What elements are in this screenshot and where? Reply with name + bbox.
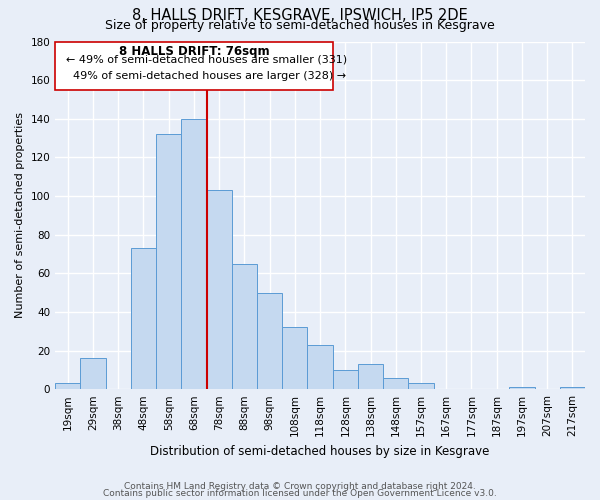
Text: 49% of semi-detached houses are larger (328) →: 49% of semi-detached houses are larger (…: [66, 72, 346, 82]
Bar: [307, 345, 332, 389]
Bar: [282, 328, 307, 389]
Text: Contains HM Land Registry data © Crown copyright and database right 2024.: Contains HM Land Registry data © Crown c…: [124, 482, 476, 491]
Text: ← 49% of semi-detached houses are smaller (331): ← 49% of semi-detached houses are smalle…: [66, 55, 347, 65]
Y-axis label: Number of semi-detached properties: Number of semi-detached properties: [15, 112, 25, 318]
Bar: [156, 134, 181, 389]
FancyBboxPatch shape: [55, 42, 332, 90]
Bar: [257, 292, 282, 389]
X-axis label: Distribution of semi-detached houses by size in Kesgrave: Distribution of semi-detached houses by …: [151, 444, 490, 458]
Bar: [80, 358, 106, 389]
Bar: [181, 119, 206, 389]
Bar: [206, 190, 232, 389]
Bar: [358, 364, 383, 389]
Bar: [232, 264, 257, 389]
Text: 8, HALLS DRIFT, KESGRAVE, IPSWICH, IP5 2DE: 8, HALLS DRIFT, KESGRAVE, IPSWICH, IP5 2…: [132, 8, 468, 22]
Bar: [55, 384, 80, 389]
Bar: [332, 370, 358, 389]
Bar: [409, 384, 434, 389]
Bar: [509, 387, 535, 389]
Text: Size of property relative to semi-detached houses in Kesgrave: Size of property relative to semi-detach…: [105, 19, 495, 32]
Bar: [131, 248, 156, 389]
Bar: [560, 387, 585, 389]
Bar: [383, 378, 409, 389]
Text: 8 HALLS DRIFT: 76sqm: 8 HALLS DRIFT: 76sqm: [119, 45, 269, 58]
Text: Contains public sector information licensed under the Open Government Licence v3: Contains public sector information licen…: [103, 488, 497, 498]
